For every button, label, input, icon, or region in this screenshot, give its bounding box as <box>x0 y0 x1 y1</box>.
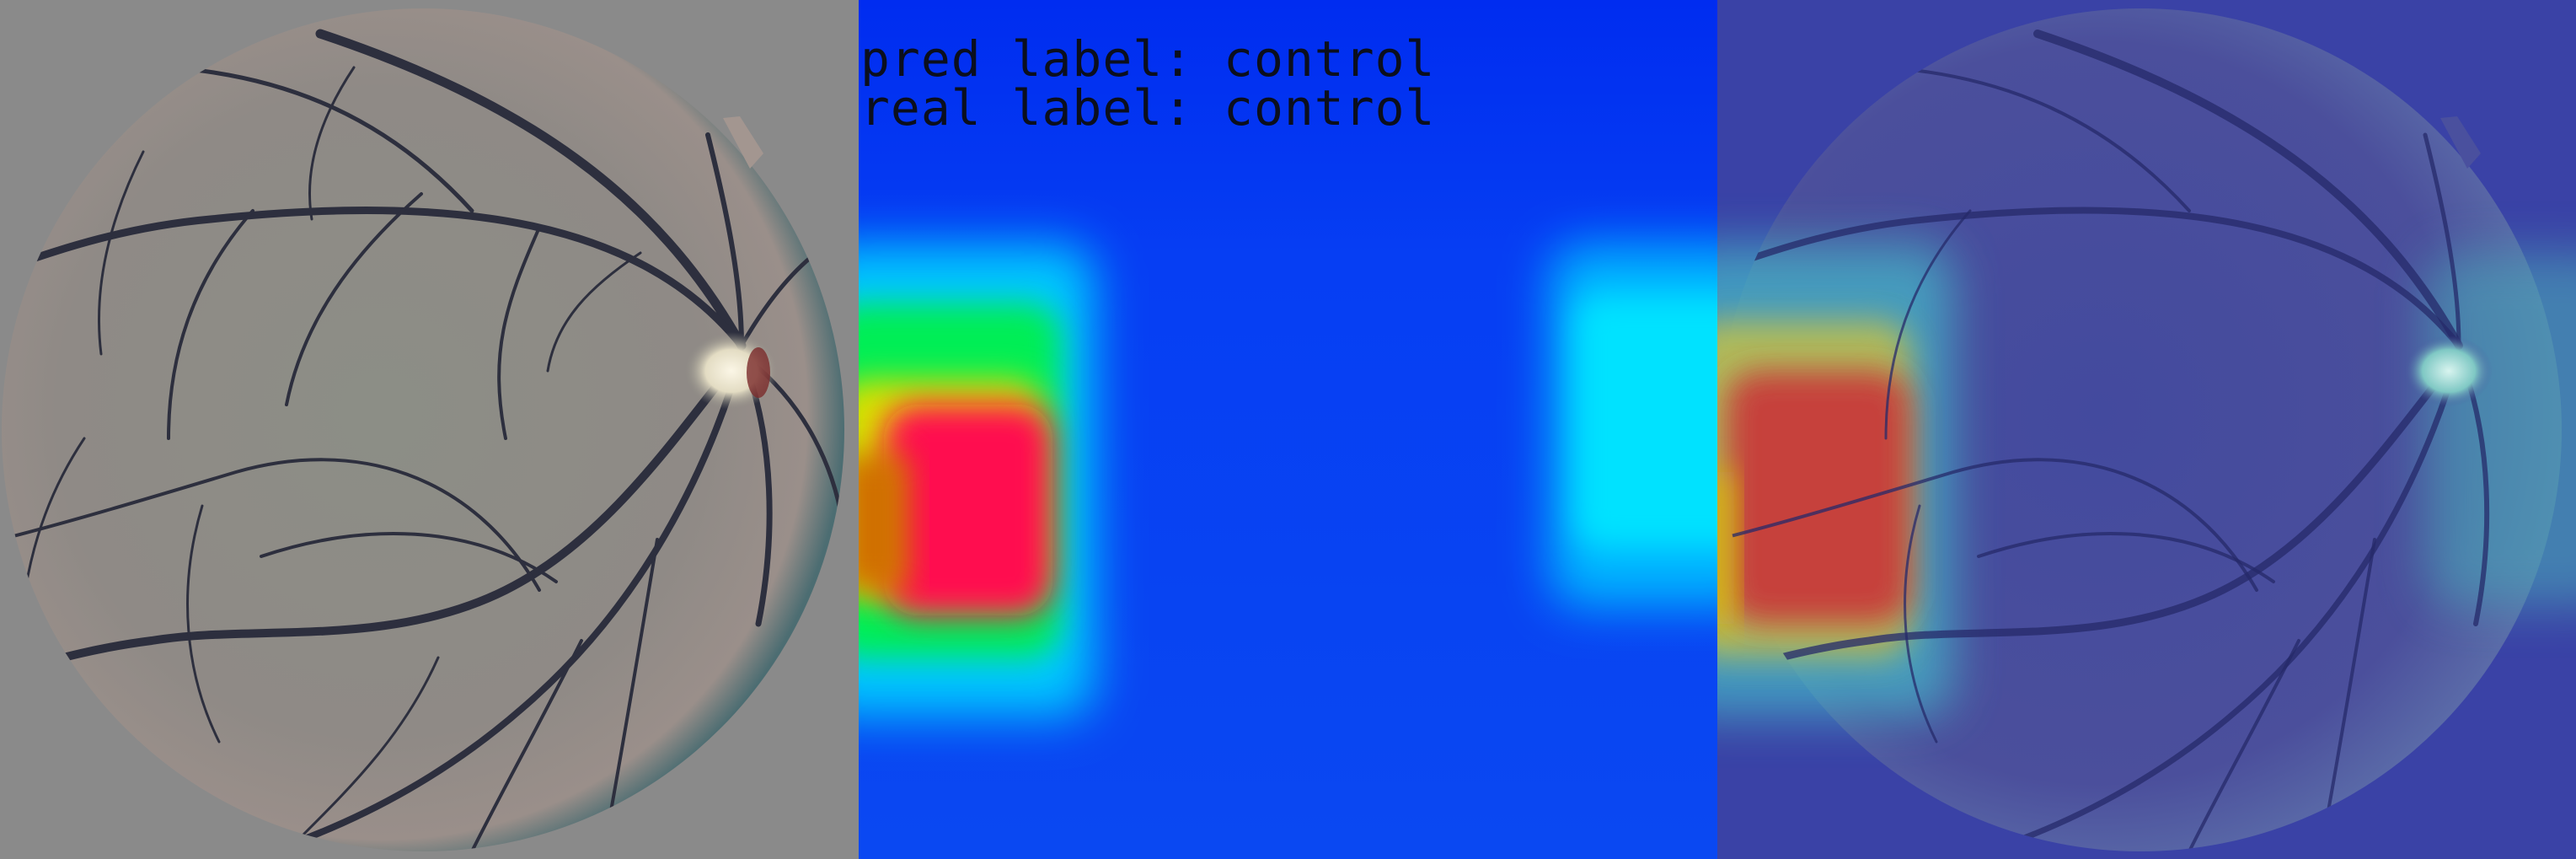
real-label: real label: control <box>860 79 1436 137</box>
overlay-optic-disc <box>2405 336 2493 406</box>
hotspot-right <box>1550 244 1717 607</box>
heatmap-overlay <box>1717 0 2576 859</box>
pred-label: pred label: control <box>860 30 1436 88</box>
fundus-image <box>0 0 859 859</box>
heatmap-panel: pred label: control real label: control <box>859 0 1717 859</box>
hotspot-left <box>859 244 1095 717</box>
overlay-panel <box>1717 0 2576 859</box>
overlay-hotspot-left <box>1717 244 1953 717</box>
attention-heatmap <box>859 0 1717 859</box>
overlay-hotspot-right <box>2425 253 2576 607</box>
fundus-image-panel <box>0 0 859 859</box>
overlay-vessels <box>1719 30 2490 851</box>
